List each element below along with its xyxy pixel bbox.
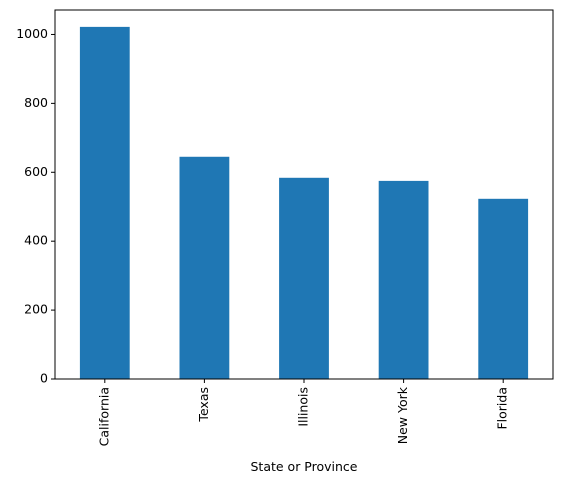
- x-axis-ticks: California Texas Illinois New York Florida: [96, 379, 510, 446]
- bar-texas: [179, 156, 230, 379]
- bar-florida: [478, 198, 529, 379]
- x-tick-label: California: [96, 387, 111, 446]
- y-tick-label: 200: [24, 302, 48, 317]
- y-axis-ticks: 0 200 400 600 800 1000: [16, 26, 55, 386]
- bars: [79, 26, 529, 379]
- y-tick-label: 600: [24, 164, 48, 179]
- bar-california: [79, 26, 130, 379]
- y-tick-label: 800: [24, 95, 48, 110]
- x-tick-label: New York: [395, 386, 410, 444]
- y-tick-label: 400: [24, 233, 48, 248]
- x-tick-label: Texas: [196, 387, 211, 423]
- bar-new-york: [378, 180, 429, 379]
- bar-illinois: [279, 177, 329, 379]
- y-tick-label: 0: [40, 371, 48, 386]
- y-tick-label: 1000: [16, 26, 48, 41]
- plot-frame: [54, 9, 554, 380]
- x-tick-label: Florida: [495, 387, 510, 430]
- x-tick-label: Illinois: [296, 387, 311, 427]
- x-axis-label: State or Province: [250, 459, 357, 474]
